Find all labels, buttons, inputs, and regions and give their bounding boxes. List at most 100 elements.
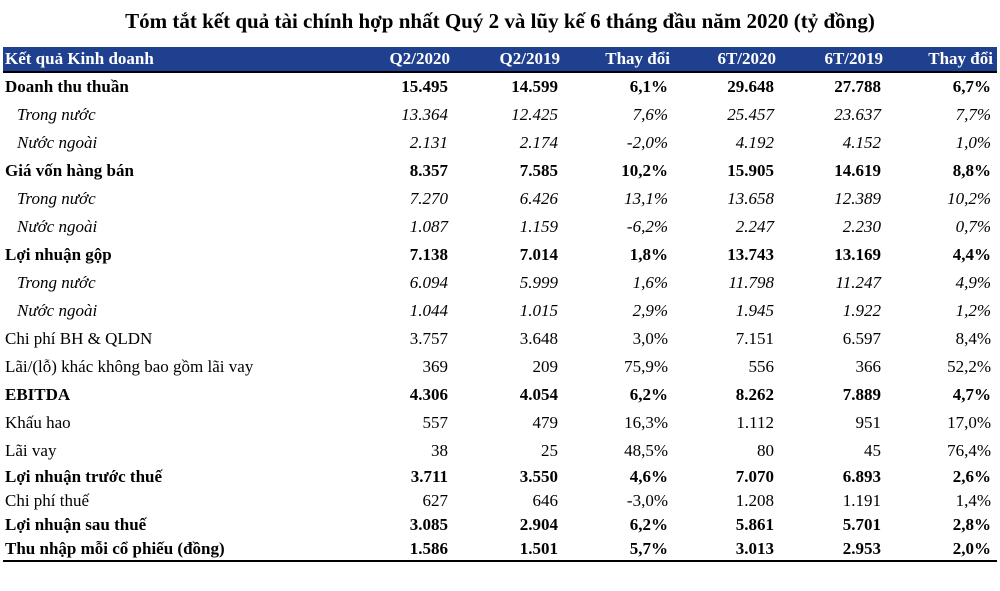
row-value: 13.658	[727, 189, 774, 208]
column-header-6m-2019: 6T/2019	[780, 47, 887, 73]
row-value: 1,0%	[955, 133, 991, 152]
row-value: 80	[757, 441, 774, 460]
table-row: Nước ngoài 1.087 1.159 -6,2% 2.247 2.230 0,7%	[3, 213, 997, 241]
row-value: 27.788	[834, 77, 881, 96]
row-label: Thu nhập mỗi cổ phiếu (đồng)	[3, 537, 337, 562]
row-label: Khấu hao	[5, 413, 71, 432]
row-value: 1.208	[735, 491, 774, 510]
row-value: 4.306	[409, 385, 448, 404]
table-row: Khấu hao 557 479 16,3% 1.112 951 17,0%	[3, 409, 997, 437]
row-value: 6,2%	[629, 515, 668, 534]
row-value: -6,2%	[626, 217, 668, 236]
table-row: EBITDA 4.306 4.054 6,2% 8.262 7.889 4,7%	[3, 381, 997, 409]
table-row: Nước ngoài 2.131 2.174 -2,0% 4.192 4.152 1,0%	[3, 129, 997, 157]
row-label: Lãi vay	[5, 441, 57, 460]
row-value: 1.015	[519, 301, 558, 320]
header-row: Kết quả Kinh doanh Q2/2020 Q2/2019 Thay …	[3, 47, 997, 73]
row-value: 13,1%	[624, 189, 668, 208]
row-value: 8,8%	[952, 161, 991, 180]
row-value: 45	[864, 441, 881, 460]
row-value: 1,4%	[955, 491, 991, 510]
row-value: 7,6%	[632, 105, 668, 124]
row-label: Lãi/(lỗ) khác không bao gồm lãi vay	[5, 357, 254, 376]
table-row: Lãi/(lỗ) khác không bao gồm lãi vay 369 20…	[3, 353, 997, 381]
row-value: 38	[431, 441, 448, 460]
row-value: 4,4%	[952, 245, 991, 264]
row-value: 6.426	[519, 189, 558, 208]
row-value: 479	[532, 413, 559, 432]
row-value: 15.905	[727, 161, 774, 180]
table-row: Trong nước 6.094 5.999 1,6% 11.798 11.247 4,9%	[3, 269, 997, 297]
row-value: 7.014	[519, 245, 558, 264]
row-value: 75,9%	[624, 357, 668, 376]
row-label: Nước ngoài	[17, 217, 98, 236]
row-value: 16,3%	[624, 413, 668, 432]
row-label: Chi phí BH & QLDN	[5, 329, 153, 348]
table-body: Doanh thu thuần 15.495 14.599 6,1% 29.648 27.…	[3, 72, 997, 562]
row-value: 1.945	[735, 301, 774, 320]
row-value: 556	[748, 357, 775, 376]
row-value: 646	[532, 491, 559, 510]
row-value: 8.262	[735, 385, 774, 404]
row-value: 2.174	[519, 133, 558, 152]
row-value: 2.131	[409, 133, 448, 152]
row-value: 1.191	[842, 491, 881, 510]
row-value: -2,0%	[626, 133, 668, 152]
row-value: 4,7%	[952, 385, 991, 404]
row-value: 11.247	[835, 273, 882, 292]
row-value: 4.192	[735, 133, 774, 152]
row-value: 10,2%	[621, 161, 668, 180]
row-value: 1.501	[454, 537, 564, 562]
row-value: 7.070	[735, 467, 774, 486]
row-value: 4.054	[519, 385, 558, 404]
row-value: 6,2%	[629, 385, 668, 404]
row-value: 14.619	[834, 161, 881, 180]
row-value: 13.169	[834, 245, 881, 264]
row-label: Lợi nhuận trước thuế	[5, 467, 163, 486]
row-value: 3,0%	[632, 329, 668, 348]
row-value: 12.389	[834, 189, 881, 208]
row-value: 7.585	[519, 161, 558, 180]
column-header-q2-2019: Q2/2019	[454, 47, 564, 73]
row-value: 25.457	[727, 105, 774, 124]
row-value: 7.138	[409, 245, 448, 264]
row-value: 25	[541, 441, 558, 460]
row-value: 0,7%	[955, 217, 991, 236]
row-label: Trong nước	[17, 189, 96, 208]
table-row: Giá vốn hàng bán 8.357 7.585 10,2% 15.905 14.…	[3, 157, 997, 185]
row-value: 17,0%	[947, 413, 991, 432]
row-value: 2.230	[842, 217, 881, 236]
row-value: -3,0%	[626, 491, 668, 510]
table-row: Thu nhập mỗi cổ phiếu (đồng) 1.586 1.501 5,…	[3, 537, 997, 562]
row-value: 5.861	[735, 515, 774, 534]
table-row: Lợi nhuận sau thuế 3.085 2.904 6,2% 5.861 5.7…	[3, 513, 997, 537]
row-value: 2.953	[780, 537, 887, 562]
table-row: Lãi vay 38 25 48,5% 80 45 76,4%	[3, 437, 997, 465]
row-label: Trong nước	[17, 105, 96, 124]
row-value: 12.425	[511, 105, 558, 124]
row-value: 627	[422, 491, 449, 510]
row-value: 2,8%	[952, 515, 991, 534]
financial-summary-table: Kết quả Kinh doanh Q2/2020 Q2/2019 Thay …	[3, 47, 997, 562]
table-row: Nước ngoài 1.044 1.015 2,9% 1.945 1.922 1,2%	[3, 297, 997, 325]
row-value: 10,2%	[947, 189, 991, 208]
row-label: Giá vốn hàng bán	[5, 161, 134, 180]
row-label: Nước ngoài	[17, 301, 98, 320]
row-value: 3.757	[409, 329, 448, 348]
row-value: 76,4%	[947, 441, 991, 460]
row-value: 15.495	[401, 77, 448, 96]
row-value: 4,6%	[629, 467, 668, 486]
row-value: 14.599	[511, 77, 558, 96]
table-row: Trong nước 7.270 6.426 13,1% 13.658 12.389 10,…	[3, 185, 997, 213]
row-value: 1.586	[337, 537, 454, 562]
row-value: 52,2%	[947, 357, 991, 376]
table-row: Lợi nhuận gộp 7.138 7.014 1,8% 13.743 13.169 4…	[3, 241, 997, 269]
row-label: Chi phí thuế	[5, 491, 90, 510]
row-value: 7.270	[409, 189, 448, 208]
row-value: 6.893	[842, 467, 881, 486]
column-header-q2-2020: Q2/2020	[337, 47, 454, 73]
column-header-change-quarter: Thay đổi	[564, 47, 674, 73]
row-value: 5.999	[519, 273, 558, 292]
row-value: 209	[532, 357, 559, 376]
row-value: 3.648	[519, 329, 558, 348]
